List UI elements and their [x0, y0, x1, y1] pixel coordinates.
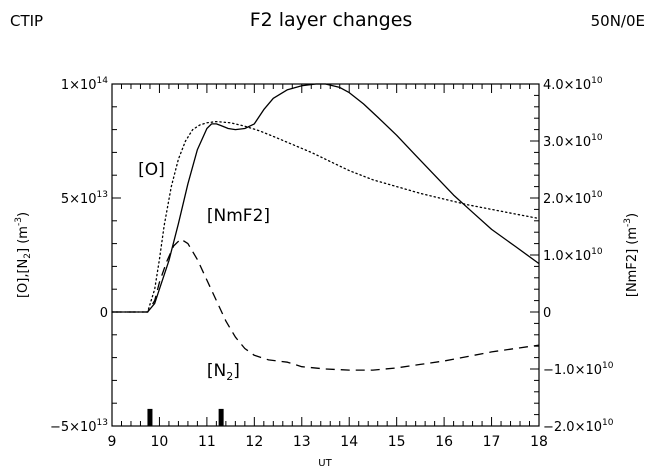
y-left-tick-label: −5×1013 — [50, 418, 108, 435]
x-tick-label: 18 — [530, 434, 548, 450]
y-right-axis-label: [NmF2] (m-3) — [623, 213, 640, 297]
series-lines — [111, 83, 540, 371]
y-left-axis-label: [O],[N2] (m-3) — [14, 212, 33, 298]
y-right-tick-label: −2.0×1010 — [543, 418, 614, 435]
x-tick-label: 14 — [340, 434, 358, 450]
y-right-tick-label: 3.0×1010 — [543, 133, 603, 150]
x-tick-label: 10 — [151, 434, 169, 450]
plot-frame — [111, 83, 540, 427]
annotation-n2: [N2] — [207, 361, 240, 383]
y-right-tick-label: 1.0×1010 — [543, 247, 603, 264]
x-tick-label: 12 — [245, 434, 263, 450]
header-left: CTIP — [10, 12, 43, 30]
series-annotations: [O] [NmF2] [N2] — [138, 160, 270, 383]
y-right-tick-labels: 4.0×1010 3.0×1010 2.0×1010 1.0×1010 0 −1.0×10… — [543, 76, 614, 435]
x-tick-label: 11 — [198, 434, 216, 450]
y-left-tick-label: 5×1013 — [61, 190, 108, 207]
x-axis-label: UT — [318, 458, 332, 469]
axis-ticks — [111, 83, 540, 427]
x-tick-label: 13 — [293, 434, 311, 450]
annotation-o: [O] — [138, 160, 165, 180]
series-line-o — [111, 120, 540, 313]
y-left-tick-label: 0 — [100, 306, 108, 321]
y-right-tick-label: 0 — [543, 306, 551, 321]
ut-marker-bar — [147, 408, 153, 426]
annotation-nmf2: [NmF2] — [207, 206, 270, 226]
header-right: 50N/0E — [591, 12, 645, 30]
chart-title: F2 layer changes — [250, 9, 413, 31]
series-line-n2 — [112, 238, 540, 371]
x-tick-label: 9 — [108, 434, 117, 450]
y-left-tick-labels: 1×1014 5×1013 0 −5×1013 — [50, 76, 108, 435]
x-tick-labels: 9 10 11 12 13 14 15 16 17 18 — [108, 434, 548, 450]
y-right-tick-label: 2.0×1010 — [543, 190, 603, 207]
x-tick-label: 17 — [483, 434, 501, 450]
y-right-tick-label: 4.0×1010 — [543, 76, 603, 93]
series-line-nmf2 — [112, 83, 540, 313]
ut-marker-bar — [218, 408, 224, 426]
y-right-tick-label: −1.0×1010 — [543, 361, 614, 378]
x-tick-label: 16 — [435, 434, 453, 450]
x-tick-label: 15 — [388, 434, 406, 450]
y-left-tick-label: 1×1014 — [61, 76, 108, 93]
ut-markers — [147, 408, 224, 426]
